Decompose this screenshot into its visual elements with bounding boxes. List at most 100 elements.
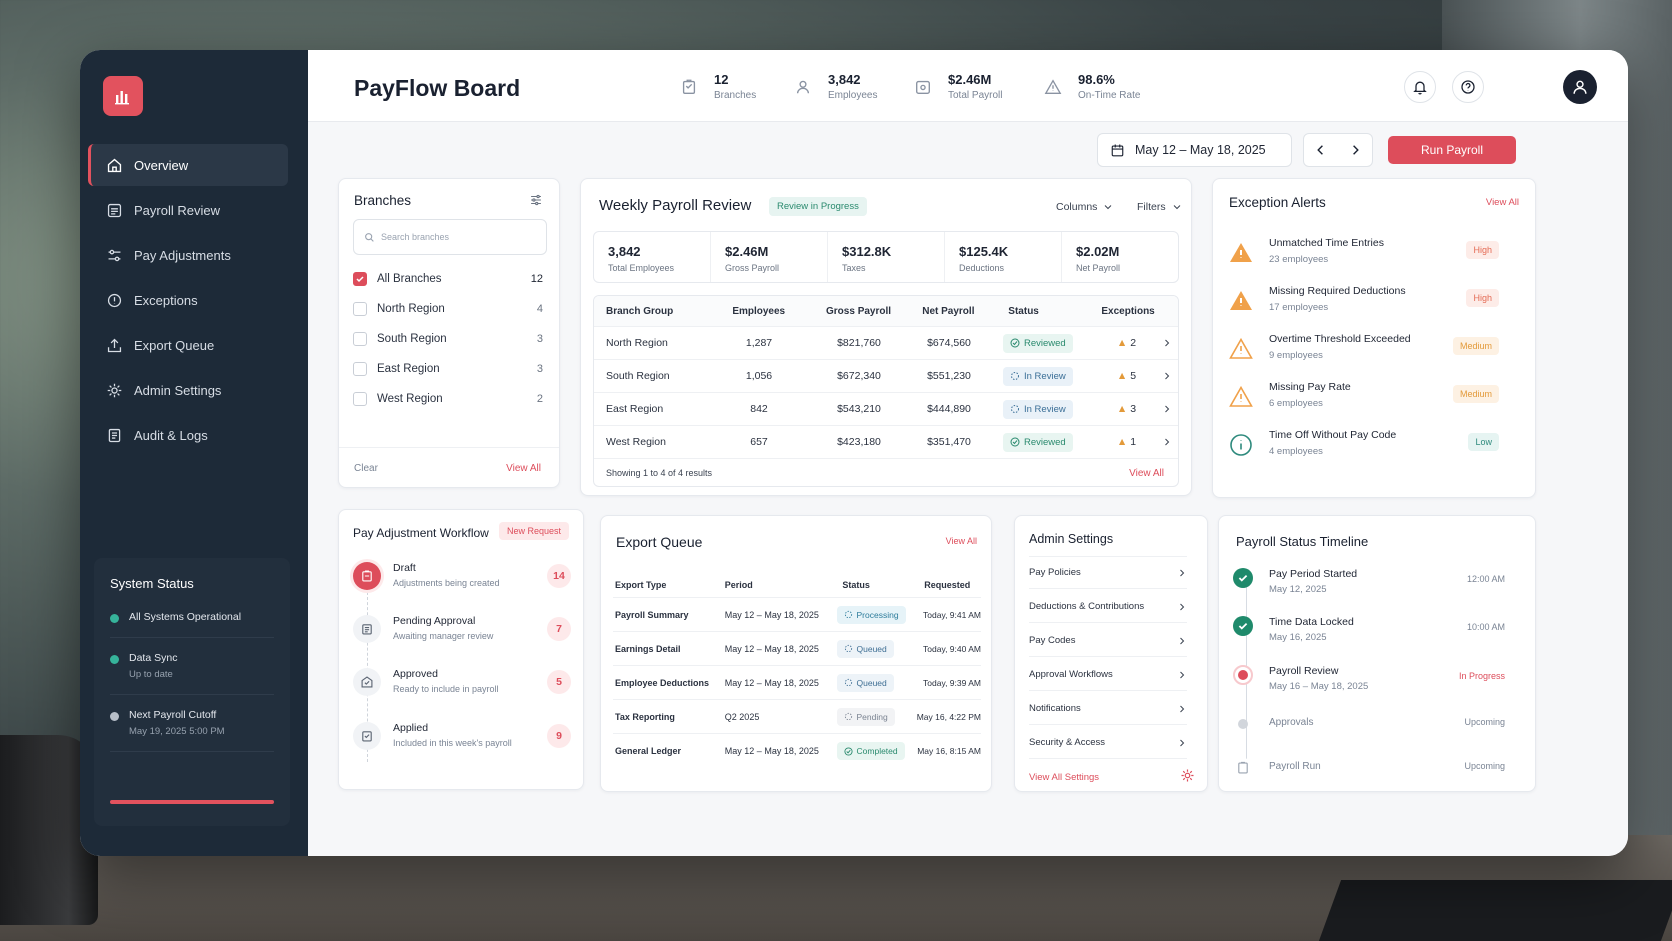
exception-alerts-card: Exception Alerts View All Unmatched Time…: [1212, 178, 1536, 498]
weekly-title: Weekly Payroll Review: [599, 197, 752, 214]
cell-requested: Today, 9:40 AM: [923, 643, 981, 654]
cell-gross: $543,210: [837, 403, 881, 415]
sidebar-item-admin-settings[interactable]: Admin Settings: [88, 369, 288, 411]
status-text: All Systems Operational: [129, 611, 242, 623]
admin-item-label: Notifications: [1029, 703, 1081, 714]
cell-exceptions: 2: [1130, 337, 1137, 349]
branch-filter-south[interactable]: South Region 3: [353, 329, 543, 349]
step-subtitle: Awaiting manager review: [393, 631, 494, 641]
chevron-right-icon[interactable]: [1162, 371, 1172, 381]
cell-exceptions: 5: [1130, 370, 1137, 382]
workflow-step-applied[interactable]: Applied Included in this week's payroll …: [353, 722, 571, 764]
timeline-step-date: May 16, 2025: [1269, 632, 1327, 643]
users-icon: [790, 74, 816, 100]
checkbox[interactable]: [353, 392, 367, 406]
admin-item-pay-codes[interactable]: Pay Codes: [1029, 625, 1187, 657]
sidebar-item-exceptions[interactable]: Exceptions: [88, 279, 288, 321]
admin-item-security[interactable]: Security & Access: [1029, 727, 1187, 759]
filters-label: Filters: [1137, 201, 1166, 213]
stat-total-payroll: $2.46M Total Payroll: [910, 72, 1002, 101]
table-header-row: Export Type Period Status Requested: [613, 572, 981, 598]
cell-gross: $423,180: [837, 436, 881, 448]
sidebar-item-audit-logs[interactable]: Audit & Logs: [88, 414, 288, 456]
summary-value: $312.8K: [842, 244, 892, 259]
table-row[interactable]: West Region 657 $423,180 $351,470 Review…: [594, 426, 1178, 459]
table-row[interactable]: Earnings Detail May 12 – May 18, 2025 Qu…: [613, 632, 981, 666]
calendar-icon: [1111, 144, 1124, 156]
branches-title: Branches: [354, 193, 412, 208]
stat-label: Employees: [828, 90, 878, 101]
table-row[interactable]: East Region 842 $543,210 $444,890 In Rev…: [594, 393, 1178, 426]
export-view-all-link[interactable]: View All: [945, 536, 977, 546]
workflow-step-draft[interactable]: Draft Adjustments being created 14: [353, 562, 571, 604]
date-range-picker[interactable]: May 12 – May 18, 2025: [1097, 133, 1292, 167]
notifications-button[interactable]: [1404, 71, 1436, 103]
table-row[interactable]: South Region 1,056 $672,340 $551,230 In …: [594, 360, 1178, 393]
table-row[interactable]: Tax Reporting Q2 2025 Pending May 16, 4:…: [613, 700, 981, 734]
checkbox[interactable]: [353, 332, 367, 346]
exceptions-view-all-link[interactable]: View All: [1485, 197, 1519, 208]
branch-filter-all[interactable]: All Branches 12: [353, 269, 543, 289]
table-row[interactable]: Payroll Summary May 12 – May 18, 2025 Pr…: [613, 598, 981, 632]
branches-view-all-link[interactable]: View All: [506, 463, 541, 474]
table-row[interactable]: General Ledger May 12 – May 18, 2025 Com…: [613, 734, 981, 768]
admin-item-deductions[interactable]: Deductions & Contributions: [1029, 591, 1187, 623]
filters-dropdown[interactable]: Filters: [1137, 201, 1182, 213]
page-title: PayFlow Board: [354, 75, 521, 101]
sidebar-item-export-queue[interactable]: Export Queue: [88, 324, 288, 366]
chevron-right-icon[interactable]: [1162, 437, 1172, 447]
previous-period-button[interactable]: [1304, 134, 1338, 166]
sidebar-item-overview[interactable]: Overview: [88, 144, 288, 186]
export-queue-card: Export Queue View All Export Type Period…: [600, 515, 992, 792]
admin-item-approval-workflows[interactable]: Approval Workflows: [1029, 659, 1187, 691]
table-row[interactable]: North Region 1,287 $821,760 $674,560 Rev…: [594, 327, 1178, 360]
timeline-step-time: 12:00 AM: [1466, 574, 1505, 584]
timeline-step-title: Time Data Locked: [1269, 616, 1354, 628]
cell-export-type: Payroll Summary: [615, 609, 689, 620]
timeline-step-date: May 12, 2025: [1269, 584, 1327, 595]
exception-item[interactable]: Unmatched Time Entries 23 employees High: [1229, 237, 1499, 277]
cell-exceptions: 3: [1130, 403, 1137, 415]
checkbox-checked[interactable]: [353, 272, 367, 286]
branch-filter-north[interactable]: North Region 4: [353, 299, 543, 319]
exception-item[interactable]: Overtime Threshold Exceeded 9 employees …: [1229, 333, 1499, 373]
date-pager: [1303, 133, 1373, 167]
admin-item-pay-policies[interactable]: Pay Policies: [1029, 557, 1187, 589]
column-header: Period: [724, 579, 753, 590]
exception-item[interactable]: Time Off Without Pay Code 4 employees Lo…: [1229, 429, 1499, 469]
new-request-button[interactable]: New Request: [498, 522, 569, 540]
next-period-button[interactable]: [1338, 134, 1372, 166]
run-payroll-button[interactable]: Run Payroll: [1388, 136, 1516, 164]
table-row[interactable]: Employee Deductions May 12 – May 18, 202…: [613, 666, 981, 700]
workflow-step-pending[interactable]: Pending Approval Awaiting manager review…: [353, 615, 571, 657]
sidebar-item-label: Export Queue: [134, 337, 215, 353]
exception-item[interactable]: Missing Pay Rate 6 employees Medium: [1229, 381, 1499, 421]
clear-filters-link[interactable]: Clear: [354, 463, 378, 474]
filter-sliders-icon[interactable]: [529, 193, 543, 207]
weekly-view-all-link[interactable]: View All: [1129, 468, 1164, 479]
branch-filter-east[interactable]: East Region 3: [353, 359, 543, 379]
branch-search-input[interactable]: Search branches: [353, 219, 547, 255]
branch-filter-west[interactable]: West Region 2: [353, 389, 543, 409]
checkbox[interactable]: [353, 302, 367, 316]
sidebar-item-payroll-review[interactable]: Payroll Review: [88, 189, 288, 231]
workflow-step-approved[interactable]: Approved Ready to include in payroll 5: [353, 668, 571, 710]
cell-employees: 842: [750, 403, 768, 415]
chevron-right-icon[interactable]: [1162, 404, 1172, 414]
timeline-step-title: Approvals: [1269, 717, 1314, 728]
admin-item-notifications[interactable]: Notifications: [1029, 693, 1187, 725]
sidebar-item-pay-adjustments[interactable]: Pay Adjustments: [88, 234, 288, 276]
logo[interactable]: [103, 76, 143, 116]
help-button[interactable]: [1452, 71, 1484, 103]
view-all-settings-link[interactable]: View All Settings: [1029, 772, 1100, 783]
columns-dropdown[interactable]: Columns: [1056, 201, 1113, 213]
step-subtitle: Adjustments being created: [393, 578, 500, 588]
warning-outline-icon: [1229, 385, 1253, 407]
step-count: 7: [547, 617, 571, 641]
chevron-right-icon[interactable]: [1162, 338, 1172, 348]
checkbox[interactable]: [353, 362, 367, 376]
exception-item[interactable]: Missing Required Deductions 17 employees…: [1229, 285, 1499, 325]
gear-icon[interactable]: [1180, 768, 1195, 783]
cell-net: $551,230: [927, 370, 971, 382]
avatar[interactable]: [1563, 70, 1597, 104]
